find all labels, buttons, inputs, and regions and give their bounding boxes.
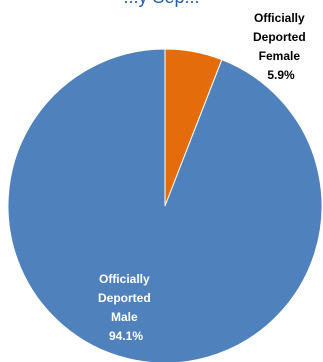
- male-value-label: 94.1%: [109, 329, 143, 343]
- female-label-line-1: Officially: [254, 11, 305, 25]
- male-label-line-1: Officially: [99, 272, 150, 286]
- pie-slices: [7, 48, 323, 362]
- male-slice-label: Officially Deported Male 94.1%: [98, 272, 154, 343]
- chart-title: ...y Sep...: [0, 0, 323, 8]
- male-label-line-3: Male: [111, 310, 138, 324]
- female-slice-label: Officially Deported Female 5.9%: [253, 11, 309, 82]
- female-label-line-2: Deported: [253, 30, 306, 44]
- female-label-line-3: Female: [259, 49, 301, 63]
- male-label-line-2: Deported: [98, 291, 151, 305]
- female-value-label: 5.9%: [267, 68, 295, 82]
- pie-slice-male: [7, 48, 323, 362]
